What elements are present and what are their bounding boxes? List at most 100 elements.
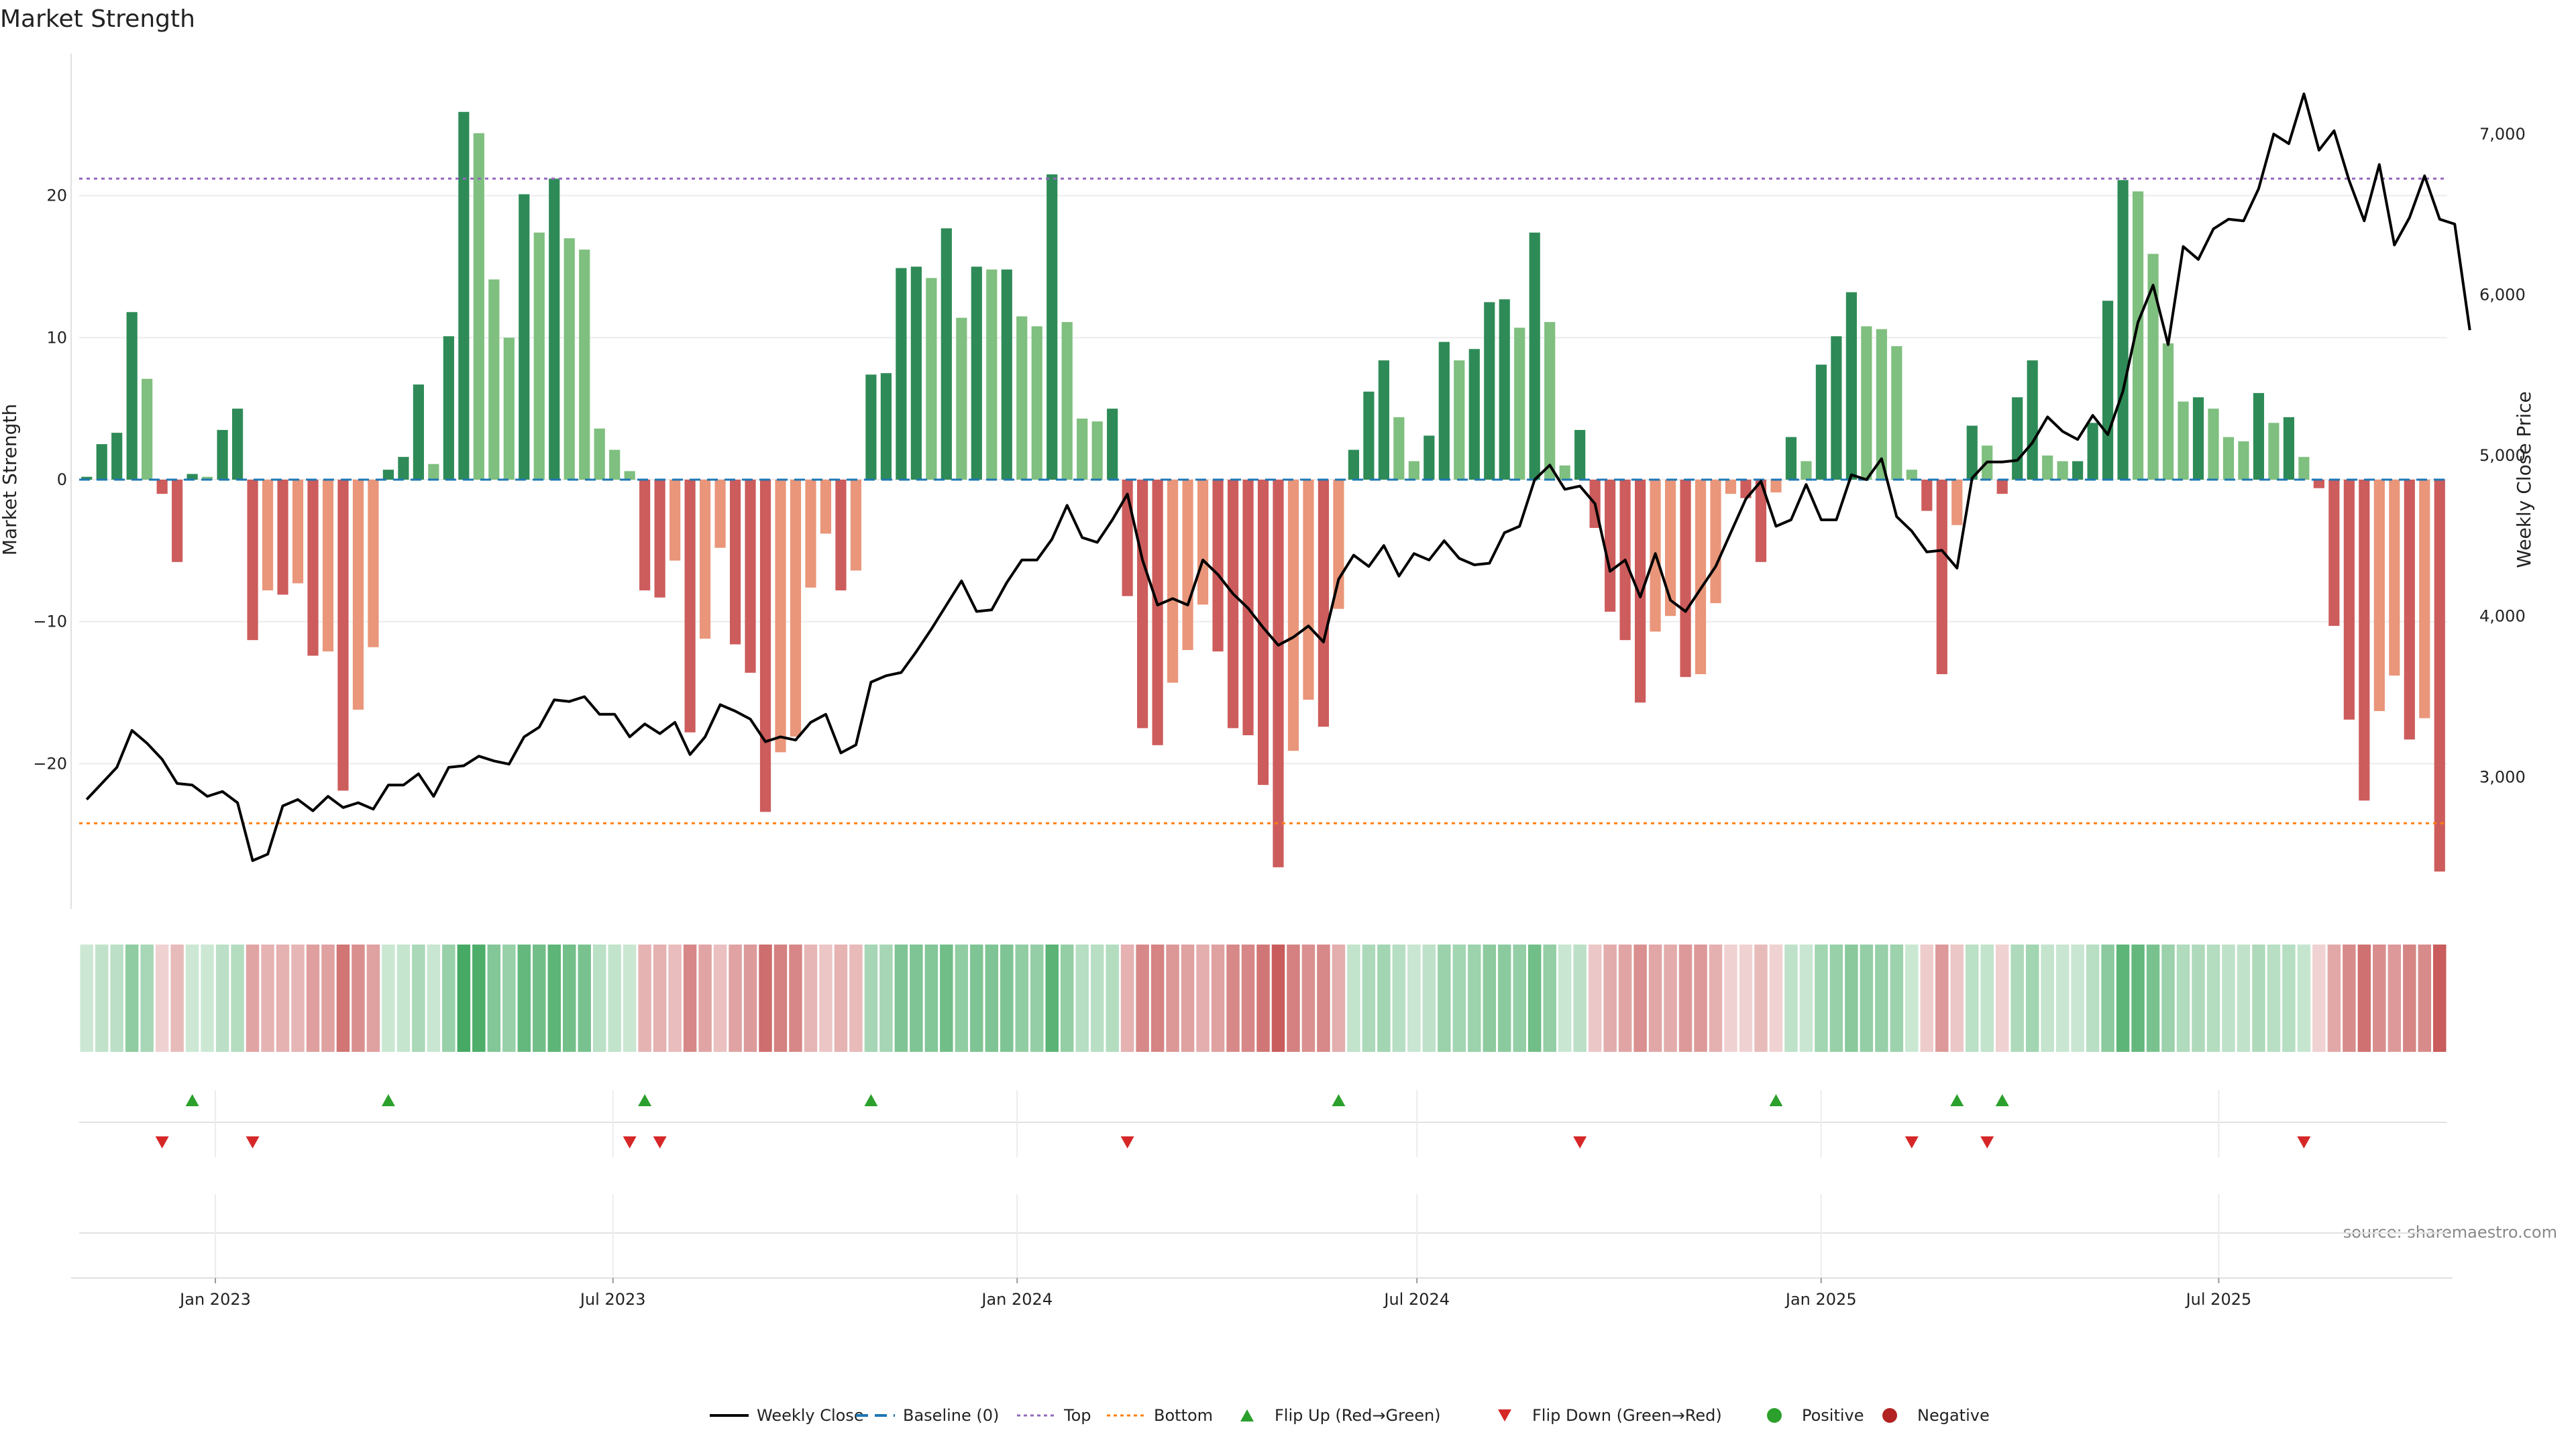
heatmap-cell: [1875, 945, 1888, 1052]
strength-bar: [759, 480, 771, 812]
heatmap-cell: [2101, 945, 2114, 1052]
strength-bar: [307, 480, 319, 656]
strength-bar: [413, 384, 424, 480]
strength-bar: [2253, 392, 2265, 480]
strength-bar: [156, 480, 168, 494]
strength-bar: [1499, 299, 1510, 480]
strength-bar: [2178, 401, 2189, 480]
strength-bar: [639, 480, 651, 591]
strength-bar: [1454, 360, 1465, 480]
y-tick-label: −20: [33, 754, 67, 773]
heatmap-cell: [2387, 945, 2402, 1052]
strength-bar: [1740, 480, 1752, 498]
heatmap-cell: [2327, 945, 2341, 1052]
y2-tick-label: 4,000: [2479, 607, 2526, 626]
strength-bar: [2072, 461, 2084, 480]
strength-bar: [805, 480, 816, 588]
heatmap-cell: [1754, 945, 1768, 1052]
heatmap-cell: [2267, 945, 2281, 1052]
heatmap-cell: [623, 945, 637, 1052]
strength-bar: [1831, 336, 1842, 480]
strength-bar: [745, 480, 756, 673]
strength-bar: [96, 444, 107, 480]
heatmap-cell: [352, 945, 365, 1052]
strength-bar: [503, 337, 515, 480]
heatmap-cell: [140, 945, 154, 1052]
y2-axis-label: Weekly Close Price: [2513, 391, 2535, 568]
strength-bar: [1529, 232, 1540, 480]
strength-bar: [126, 312, 138, 480]
heatmap-cell: [291, 945, 305, 1052]
strength-bar: [1514, 327, 1525, 480]
heatmap-cell: [2357, 945, 2371, 1052]
strength-bar: [1996, 480, 2008, 494]
heatmap-cell: [1603, 945, 1617, 1052]
heatmap-cell: [1829, 945, 1843, 1052]
strength-bar: [533, 232, 545, 480]
strength-bar: [172, 480, 183, 562]
heatmap-cell: [1468, 945, 1481, 1052]
heatmap-cell: [894, 945, 908, 1052]
flip-up-marker: [864, 1094, 878, 1106]
strength-bar: [2102, 301, 2114, 480]
strength-bar: [111, 433, 123, 480]
strength-bar: [2162, 343, 2174, 480]
heatmap-cell: [396, 945, 411, 1052]
x-axis: Jan 2023 Jul 2023 Jan 2024 Jul 2024 Jan 2025…: [178, 1090, 2251, 1309]
strength-bar: [2117, 180, 2129, 480]
heatmap-cell: [2071, 945, 2084, 1052]
heatmap-cell: [547, 945, 561, 1052]
heatmap-cell: [306, 945, 320, 1052]
heatmap-cell: [1090, 945, 1104, 1052]
heatmap-cell: [110, 945, 123, 1052]
heatmap-cell: [1513, 945, 1526, 1052]
y-axis-label: Market Strength: [0, 404, 21, 555]
x-tick-label: Jan 2024: [980, 1290, 1053, 1309]
heatmap-cell: [1392, 945, 1406, 1052]
legend-swatch-flip-down: [1498, 1409, 1511, 1421]
strength-bar: [1318, 480, 1330, 727]
strength-bar: [1212, 480, 1224, 652]
x-tick-label: Jul 2024: [1383, 1290, 1450, 1309]
strength-bar: [699, 480, 711, 639]
strength-bar: [941, 228, 952, 480]
heatmap-cell: [442, 945, 455, 1052]
heatmap-cell: [1196, 945, 1210, 1052]
heatmap-cell: [215, 945, 229, 1052]
legend: Weekly Close Baseline (0) Top Bottom Flip Up…: [710, 1406, 1990, 1425]
weekly-close-line: [85, 92, 2471, 862]
flip-up-marker: [1950, 1094, 1964, 1106]
strength-bar: [1031, 326, 1042, 480]
strength-bar: [1966, 425, 1978, 480]
heatmap-cell: [2433, 945, 2447, 1052]
heatmap-cell: [1815, 945, 1828, 1052]
strength-bar: [247, 480, 258, 641]
strength-bar: [1107, 409, 1118, 480]
strength-bar: [1695, 480, 1707, 674]
y2-tick-label: 5,000: [2479, 446, 2526, 465]
flip-up-marker: [1769, 1094, 1783, 1106]
heatmap-cell: [1980, 945, 1994, 1052]
heatmap-cell: [2282, 945, 2296, 1052]
y-tick-label: 20: [46, 186, 67, 205]
strength-bar: [398, 457, 409, 480]
strength-bar: [2434, 480, 2445, 872]
heatmap-cell: [773, 945, 788, 1052]
flip-down-marker: [2297, 1136, 2311, 1148]
heatmap-cell: [2373, 945, 2386, 1052]
heatmap-cell: [1966, 945, 1979, 1052]
strength-bar: [971, 266, 982, 480]
strength-bar: [2389, 480, 2400, 676]
heatmap-cell: [1618, 945, 1632, 1052]
heatmap-cell: [1030, 945, 1044, 1052]
heatmap-cell: [683, 945, 697, 1052]
strength-bar: [594, 428, 605, 480]
strength-bar: [1348, 449, 1359, 480]
heatmap-cell: [1648, 945, 1662, 1052]
strength-bar: [488, 279, 500, 480]
strength-bar: [1801, 461, 1812, 480]
strength-bar: [2222, 437, 2235, 480]
legend-swatch-flip-up: [1240, 1409, 1254, 1421]
y2-tick-label: 3,000: [2479, 767, 2526, 786]
strength-bar: [1273, 480, 1284, 867]
